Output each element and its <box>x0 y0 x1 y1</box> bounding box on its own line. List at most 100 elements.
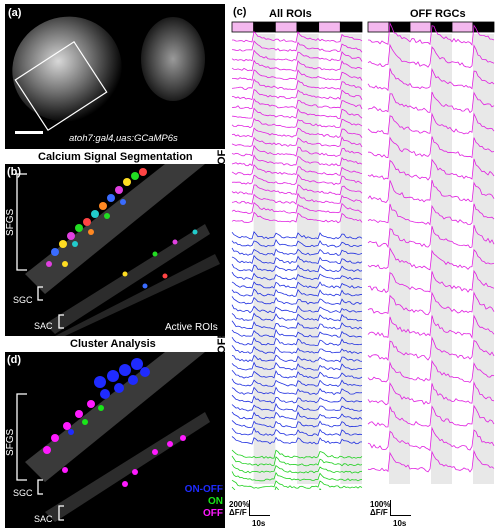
trace-onoff <box>231 296 363 305</box>
trace-onoff <box>231 402 363 412</box>
stimulus-segment <box>472 21 495 33</box>
scale-bar-all <box>249 500 270 516</box>
panel-d-label: (d) <box>7 354 22 366</box>
panel-a-image: (a) atoh7:gal4,uas:GCaMP6s <box>5 4 225 149</box>
trace-onoff <box>231 230 363 240</box>
trace-onoff <box>231 263 363 273</box>
trace-off <box>367 21 495 46</box>
trace-onoff <box>231 345 363 355</box>
stimulus-band <box>253 34 276 484</box>
panel-b-active-rois: Active ROIs <box>165 322 218 333</box>
stimulus-segment <box>339 21 363 33</box>
trace-off <box>367 179 495 203</box>
trace-onoff <box>231 378 363 387</box>
trace-onoff <box>231 336 363 347</box>
panel-c-label: (c) <box>233 6 247 18</box>
scale-all-y: 200% <box>229 500 250 509</box>
trace-off <box>232 69 363 81</box>
panel-b-image: (b) SFGS SGC SAC Active ROIs <box>5 164 225 336</box>
trace-off <box>231 97 363 110</box>
panel-d-sgc-label: SGC <box>13 488 33 498</box>
trace-off <box>231 192 363 205</box>
stimulus-segment <box>451 21 474 33</box>
trace-off <box>231 136 363 148</box>
trace-off <box>367 426 495 452</box>
trace-off <box>231 40 363 53</box>
trace-off <box>367 359 495 383</box>
trace-onoff <box>231 271 363 281</box>
trace-onoff <box>231 312 363 322</box>
trace-off <box>231 59 363 72</box>
trace-onoff <box>231 247 363 257</box>
trace-onoff <box>231 288 363 297</box>
trace-on <box>231 464 363 474</box>
panel-a-label: (a) <box>8 7 22 19</box>
legend-on: ON <box>208 496 223 507</box>
scale-off-unit: ΔF/F <box>370 508 388 517</box>
panel-d-sac-label: SAC <box>34 514 53 524</box>
panel-d-title: Cluster Analysis <box>70 338 156 350</box>
panel-b-sac-label: SAC <box>34 321 53 331</box>
trace-off <box>367 67 495 92</box>
stimulus-segment <box>274 21 298 33</box>
trace-off <box>231 127 363 138</box>
trace-off <box>367 91 495 114</box>
panel-d-sfgs-label: SFGS <box>5 428 16 456</box>
stimulus-band <box>340 34 362 484</box>
stimulus-band <box>297 34 319 484</box>
panel-b-title: Calcium Signal Segmentation <box>38 151 193 163</box>
legend-on-off: ON-OFF <box>184 484 223 495</box>
trace-onoff <box>231 386 363 396</box>
trace-onoff <box>231 320 363 330</box>
trace-onoff <box>231 394 363 404</box>
trace-off <box>368 136 495 159</box>
roi-image <box>16 164 220 336</box>
trace-onoff <box>231 427 363 437</box>
trace-onoff <box>231 328 363 339</box>
trace-onoff <box>231 436 363 445</box>
trace-off <box>367 246 495 271</box>
trace-on <box>231 449 363 459</box>
scale-all-unit: ΔF/F <box>229 508 247 517</box>
trace-off <box>231 88 363 101</box>
stimulus-segment <box>253 21 276 33</box>
trace-off <box>367 158 495 181</box>
trace-off <box>231 211 363 224</box>
off-rgcs-traces <box>367 21 495 484</box>
trace-on <box>231 455 363 467</box>
scale-all-t: 10s <box>252 519 266 528</box>
scale-off-t: 10s <box>393 519 407 528</box>
trace-off <box>231 49 363 62</box>
scale-off-y: 100% <box>370 500 391 509</box>
trace-off <box>367 314 495 339</box>
trace-onoff <box>231 304 363 314</box>
trace-off <box>367 381 495 406</box>
panel-c-title-off: OFF RGCs <box>410 8 466 20</box>
trace-off <box>367 336 495 361</box>
stimulus-segment <box>409 21 432 33</box>
cluster-legend: ON-OFF ON OFF <box>177 484 223 520</box>
trace-off <box>232 30 363 43</box>
trace-on <box>231 479 363 489</box>
trace-onoff <box>231 239 363 248</box>
trace-off <box>231 154 363 167</box>
trace-off <box>231 184 363 196</box>
stimulus-band <box>473 34 494 484</box>
panel-c-title-all: All ROIs <box>269 8 312 20</box>
stimulus-segment <box>318 21 341 33</box>
legend-off: OFF <box>203 508 223 519</box>
panel-b-sfgs-label: SFGS <box>5 208 16 236</box>
trace-onoff <box>231 354 363 363</box>
trace-off <box>367 43 495 68</box>
panel-b-label: (b) <box>7 166 22 178</box>
trace-onoff <box>231 411 363 420</box>
panel-d-image: (d) SFGS SGC SAC ON-OFF ON OFF <box>5 352 225 528</box>
trace-off <box>367 449 495 473</box>
trace-onoff <box>231 281 363 289</box>
stimulus-segment <box>367 21 390 33</box>
trace-off <box>367 112 495 135</box>
trace-off <box>231 117 363 129</box>
trace-onoff <box>231 369 363 379</box>
trace-off <box>231 173 363 186</box>
panel-a-caption: atoh7:gal4,uas:GCaMP6s <box>69 133 178 144</box>
